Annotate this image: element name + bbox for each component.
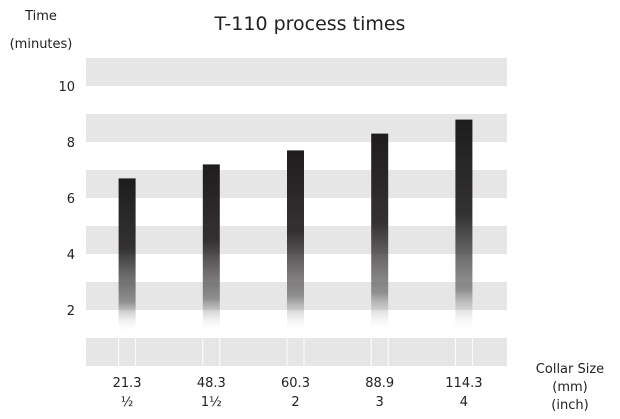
- bar-60.3: [287, 150, 304, 333]
- bar-114.3: [455, 119, 473, 333]
- y-tick-4: 4: [67, 248, 75, 263]
- x-tick-labels: 21.3 ½ 48.3 1½ 60.3 2 88.9 3 114.3 4: [113, 376, 483, 410]
- bar-21.3: [118, 178, 136, 333]
- category-guides: [118, 332, 473, 366]
- x-axis-label-line2: (mm): [552, 380, 587, 395]
- x-tick-inch: 4: [460, 395, 468, 410]
- x-tick-mm: 88.9: [365, 376, 394, 391]
- y-tick-6: 6: [67, 192, 75, 207]
- bars: [118, 119, 473, 333]
- grid-band: [86, 114, 507, 142]
- grid-band: [86, 338, 507, 366]
- x-axis-label-line1: Collar Size: [536, 362, 604, 377]
- x-axis-label-line3: (inch): [551, 398, 588, 413]
- y-axis-label-line2: (minutes): [10, 37, 73, 52]
- x-tick-inch: ½: [121, 395, 134, 410]
- chart-title: T-110 process times: [214, 13, 406, 35]
- bar-48.3: [202, 164, 220, 333]
- x-tick-mm: 60.3: [281, 376, 310, 391]
- x-tick-inch: 2: [291, 395, 299, 410]
- y-tick-2: 2: [67, 304, 75, 319]
- x-tick-inch: 3: [376, 395, 384, 410]
- y-tick-10: 10: [58, 80, 75, 95]
- y-axis-label-line1: Time: [24, 9, 57, 24]
- x-tick-mm: 48.3: [197, 376, 226, 391]
- bar-88.9: [371, 133, 389, 333]
- x-tick-inch: 1½: [201, 395, 222, 410]
- x-tick-mm: 114.3: [445, 376, 482, 391]
- x-tick-mm: 21.3: [113, 376, 142, 391]
- y-tick-8: 8: [67, 136, 75, 151]
- grid-band: [86, 58, 507, 86]
- y-tick-labels: 2 4 6 8 10: [58, 80, 75, 319]
